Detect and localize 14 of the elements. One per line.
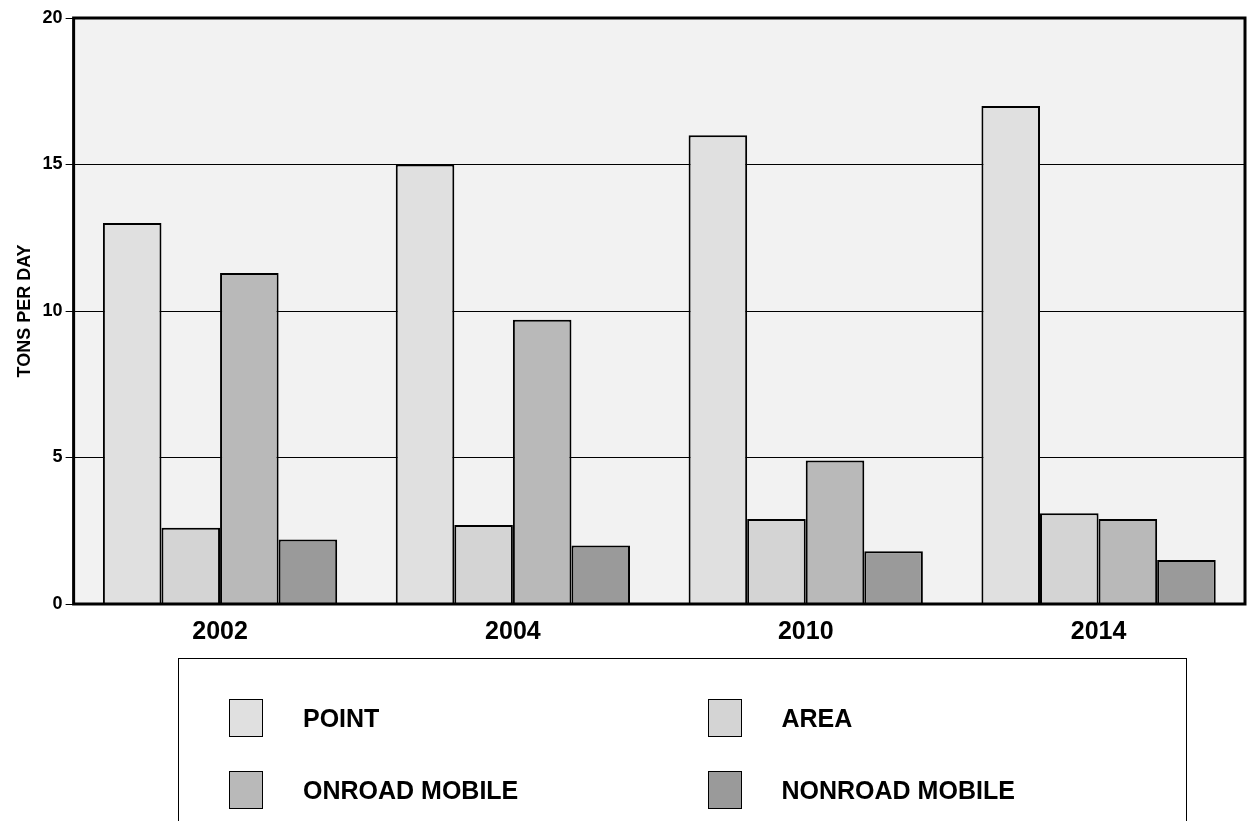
y-tick-label: 5	[52, 446, 63, 467]
x-tick-label: 2010	[777, 615, 834, 644]
legend-label: NONROAD MOBILE	[781, 775, 1015, 805]
y-axis-title: TONS PER DAY	[13, 244, 34, 378]
y-tick-label: 0	[52, 592, 63, 613]
x-tick-label: 2002	[192, 615, 248, 644]
y-tick-label: 15	[42, 153, 63, 174]
y-tick-label: 10	[42, 299, 63, 320]
y-tick-label: 20	[42, 6, 63, 27]
legend-label: AREA	[781, 703, 853, 733]
legend-label: ONROAD MOBILE	[303, 775, 519, 805]
legend-label: POINT	[303, 703, 380, 733]
x-tick-label: 2004	[485, 615, 541, 644]
x-tick-label: 2014	[1070, 615, 1127, 644]
